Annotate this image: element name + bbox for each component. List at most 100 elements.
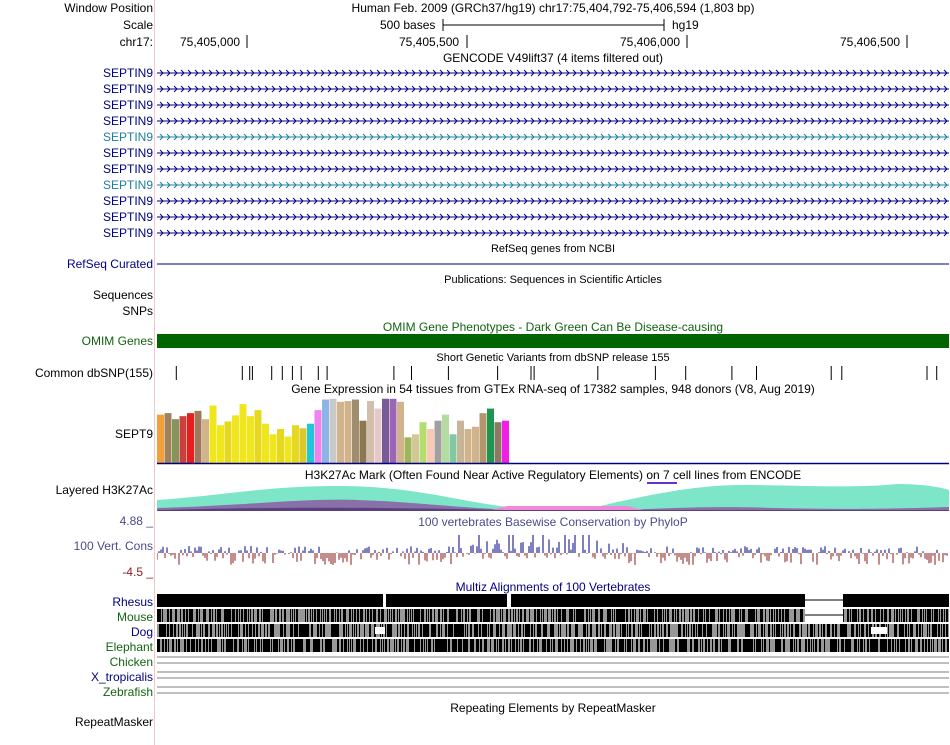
gtex-tissue-bar[interactable] (472, 426, 479, 463)
gtex-tissue-bar[interactable] (269, 434, 277, 463)
gencode-gene-label[interactable]: SEPTIN9 (102, 178, 153, 192)
gtex-tissue-bar[interactable] (494, 422, 502, 463)
gtex-tissue-bar[interactable] (224, 421, 232, 463)
phylop-negative-scores[interactable] (157, 553, 948, 565)
gtex-tissue-bar[interactable] (277, 429, 284, 463)
gtex-tissue-bar[interactable] (322, 399, 329, 463)
gtex-tissue-bar[interactable] (307, 423, 314, 463)
gtex-tissue-bar[interactable] (359, 420, 367, 463)
phylop-track[interactable] (157, 530, 949, 576)
gencode-gene-label[interactable]: SEPTIN9 (102, 194, 153, 208)
gtex-tissue-bar[interactable] (299, 428, 307, 463)
gtex-tissue-bar[interactable] (502, 420, 509, 463)
multiz-species-label[interactable]: Dog (130, 625, 153, 639)
gtex-tissue-bar[interactable] (209, 405, 217, 463)
gtex-tissue-bar[interactable] (427, 429, 434, 463)
gtex-tissue-bar[interactable] (232, 415, 239, 463)
gtex-tissue-bar[interactable] (284, 436, 292, 463)
gencode-gene-line[interactable] (157, 195, 949, 207)
gtex-tissue-bar[interactable] (367, 401, 374, 463)
gtex-tissue-bar[interactable] (449, 434, 457, 463)
gtex-tissue-bar[interactable] (374, 408, 382, 463)
multiz-species-row[interactable] (157, 639, 949, 652)
snps-label[interactable]: SNPs (122, 304, 153, 318)
omim-gene-bar[interactable] (157, 334, 949, 348)
multiz-species-label[interactable]: Zebrafish (102, 685, 153, 699)
gtex-tissue-bar[interactable] (442, 414, 449, 463)
gencode-gene-label[interactable]: SEPTIN9 (102, 162, 153, 176)
refseq-track-title[interactable]: RefSeq genes from NCBI (490, 243, 616, 255)
dbsnp-label[interactable]: Common dbSNP(155) (34, 366, 153, 380)
gtex-tissue-bar[interactable] (202, 419, 209, 463)
gtex-tissue-bar[interactable] (487, 408, 494, 463)
refseq-label[interactable]: RefSeq Curated (66, 257, 153, 271)
h3k27ac-label[interactable]: Layered H3K27Ac (55, 483, 153, 497)
gtex-tissue-bar[interactable] (179, 416, 187, 463)
gencode-gene-line[interactable] (157, 227, 949, 239)
h3k27ac-track[interactable] (157, 480, 949, 512)
gtex-tissue-bar[interactable] (194, 410, 202, 463)
multiz-species-row[interactable] (157, 686, 949, 694)
gencode-gene-label[interactable]: SEPTIN9 (102, 114, 153, 128)
repeatmasker-track-title[interactable]: Repeating Elements by RepeatMasker (450, 701, 656, 715)
gtex-tissue-bar[interactable] (457, 420, 464, 463)
gtex-tissue-bar[interactable] (419, 422, 427, 463)
multiz-species-row[interactable] (157, 656, 949, 664)
gencode-gene-label[interactable]: SEPTIN9 (102, 146, 153, 160)
dbsnp-track-title[interactable]: Short Genetic Variants from dbSNP releas… (436, 352, 670, 364)
gencode-gene-label[interactable]: SEPTIN9 (102, 98, 153, 112)
gencode-gene-label[interactable]: SEPTIN9 (102, 226, 153, 240)
gtex-tissue-bar[interactable] (164, 413, 172, 463)
phylop-positive-scores[interactable] (158, 535, 938, 553)
gtex-track[interactable] (157, 395, 949, 465)
gtex-tissue-bar[interactable] (239, 404, 247, 463)
phylop-min-label[interactable]: -4.5 _ (122, 565, 153, 579)
gencode-gene-line[interactable] (157, 83, 949, 95)
multiz-species-label[interactable]: Mouse (116, 610, 153, 624)
gencode-gene-line[interactable] (157, 163, 949, 175)
multiz-species-label[interactable]: Chicken (109, 655, 153, 669)
gtex-label[interactable]: SEPT9 (114, 427, 153, 441)
publications-track-title[interactable]: Publications: Sequences in Scientific Ar… (444, 274, 662, 286)
gtex-tissue-bar[interactable] (479, 413, 487, 463)
sequences-label[interactable]: Sequences (92, 288, 153, 302)
gencode-gene-line[interactable] (157, 67, 949, 79)
repeatmasker-label[interactable]: RepeatMasker (74, 715, 153, 729)
multiz-species-row[interactable] (157, 671, 949, 679)
gtex-tissue-bar[interactable] (464, 429, 472, 463)
multiz-species-row[interactable] (157, 609, 949, 622)
dbsnp-track[interactable] (157, 365, 949, 381)
gtex-tissue-bar[interactable] (187, 413, 194, 463)
phylop-track-title[interactable]: 100 vertebrates Basewise Conservation by… (418, 515, 688, 529)
gtex-tissue-bar[interactable] (344, 401, 352, 463)
phylop-max-label[interactable]: 4.88 _ (119, 514, 153, 528)
gtex-tissue-bar[interactable] (434, 420, 442, 463)
gtex-tissue-bar[interactable] (404, 437, 412, 463)
omim-track-title[interactable]: OMIM Gene Phenotypes - Dark Green Can Be… (382, 320, 724, 334)
multiz-species-label[interactable]: Rhesus (112, 595, 153, 609)
gtex-tissue-bar[interactable] (262, 423, 269, 463)
gencode-gene-line[interactable] (157, 99, 949, 111)
multiz-track-title[interactable]: Multiz Alignments of 100 Vertebrates (455, 580, 651, 594)
multiz-species-label[interactable]: X_tropicalis (90, 670, 153, 684)
gtex-tissue-bar[interactable] (389, 398, 397, 463)
gtex-tissue-bar[interactable] (352, 399, 359, 463)
gencode-gene-line[interactable] (157, 115, 949, 127)
gtex-tissue-bar[interactable] (157, 414, 164, 463)
gtex-tissue-bar[interactable] (172, 419, 179, 463)
gencode-gene-label[interactable]: SEPTIN9 (102, 130, 153, 144)
gencode-gene-label[interactable]: SEPTIN9 (102, 66, 153, 80)
phylop-label[interactable]: 100 Vert. Cons (73, 539, 153, 553)
gencode-gene-label[interactable]: SEPTIN9 (102, 82, 153, 96)
h3k27ac-track-title[interactable]: H3K27Ac Mark (Often Found Near Active Re… (304, 468, 802, 482)
gtex-tissue-bar[interactable] (329, 398, 337, 463)
multiz-species-label[interactable]: Elephant (105, 640, 153, 654)
gtex-tissue-bar[interactable] (314, 410, 322, 463)
gtex-tissue-bar[interactable] (254, 410, 262, 463)
gtex-tissue-bar[interactable] (337, 401, 344, 463)
gencode-track-title[interactable]: GENCODE V49lift37 (4 items filtered out) (442, 51, 664, 65)
gencode-gene-label[interactable]: SEPTIN9 (102, 210, 153, 224)
gtex-tissue-bar[interactable] (412, 434, 419, 463)
gtex-tissue-bar[interactable] (292, 425, 299, 463)
refseq-track[interactable] (157, 258, 949, 270)
